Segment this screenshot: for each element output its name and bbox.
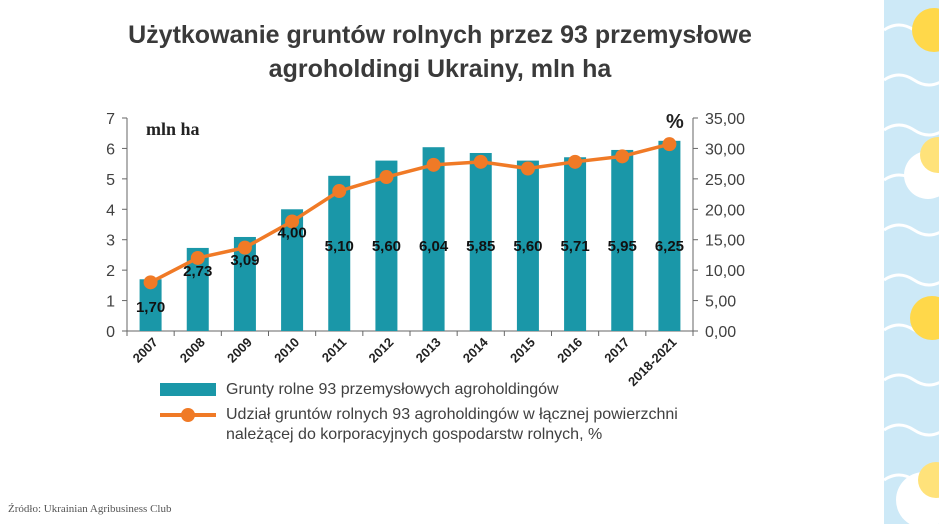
y-right-tick-label: 35,00 [705, 111, 745, 128]
bar [233, 236, 256, 331]
x-tick-label: 2016 [554, 335, 585, 366]
bar-value-label: 4,00 [277, 224, 306, 241]
bar [375, 160, 398, 331]
share-point [285, 214, 300, 229]
x-tick-label: 2007 [130, 335, 161, 366]
y-right-tick-label: 10,00 [705, 263, 745, 280]
share-point [379, 170, 394, 185]
share-point [615, 149, 630, 164]
bar-value-label: 1,70 [136, 299, 165, 316]
x-tick-label: 2014 [460, 334, 492, 366]
x-tick-label: 2009 [224, 335, 255, 366]
y-left-tick-label: 4 [106, 202, 115, 219]
x-tick-label: 2012 [365, 335, 396, 366]
legend: Grunty rolne 93 przemysłowych agroholdin… [160, 380, 678, 450]
legend-item-line: Udział gruntów rolnych 93 agroholdingów … [160, 405, 678, 445]
y-right-tick-label: 30,00 [705, 141, 745, 158]
bar [186, 247, 209, 331]
bar-value-label: 5,95 [608, 238, 637, 255]
source-note: Źródło: Ukrainian Agribusiness Club [8, 503, 172, 515]
y-left-tick-label: 2 [106, 263, 115, 280]
bar-value-label: 2,73 [183, 263, 212, 280]
legend-line-swatch [160, 405, 216, 423]
bar-value-label: 5,71 [560, 238, 589, 255]
y-left-tick-label: 6 [106, 141, 115, 158]
x-tick-label: 2017 [601, 335, 632, 366]
y-right-tick-label: 20,00 [705, 202, 745, 219]
bar [469, 152, 492, 331]
bar-value-label: 3,09 [230, 252, 259, 269]
bar [611, 149, 634, 331]
legend-bar-label: Grunty rolne 93 przemysłowych agroholdin… [226, 381, 559, 398]
x-tick-label: 2013 [413, 335, 444, 366]
x-tick-label: 2011 [319, 335, 350, 366]
y-right-tick-label: 15,00 [705, 233, 745, 250]
y-right-tick-label: 25,00 [705, 172, 745, 189]
bar [564, 157, 587, 331]
share-point [662, 137, 677, 152]
legend-bar-swatch [160, 383, 216, 396]
legend-item-bars: Grunty rolne 93 przemysłowych agroholdin… [160, 380, 678, 400]
chart-title: Użytkowanie gruntów rolnych przez 93 prz… [60, 18, 820, 86]
bar-value-label: 6,04 [419, 238, 449, 255]
bar [328, 175, 351, 331]
share-point [143, 275, 158, 290]
bar [516, 160, 539, 331]
sun-decoration-image [884, 0, 939, 524]
x-tick-label: 2008 [177, 335, 208, 366]
y-left-axis-label: mln ha [146, 119, 200, 139]
legend-line-label-1: Udział gruntów rolnych 93 agroholdingów … [226, 406, 678, 423]
y-left-tick-label: 5 [106, 172, 115, 189]
y-right-axis-label: % [666, 111, 684, 133]
bar [139, 279, 162, 331]
y-left-tick-label: 1 [106, 294, 115, 311]
legend-line-label: Udział gruntów rolnych 93 agroholdingów … [226, 405, 678, 445]
x-tick-label: 2015 [507, 335, 538, 366]
y-left-tick-label: 0 [106, 324, 115, 341]
share-point [190, 250, 205, 265]
y-left-tick-label: 7 [106, 111, 115, 128]
chart-title-line-1: Użytkowanie gruntów rolnych przez 93 prz… [128, 21, 752, 49]
bar-value-label: 5,10 [325, 238, 354, 255]
share-point [237, 240, 252, 255]
bar [658, 140, 681, 331]
bar-value-label: 6,25 [655, 238, 684, 255]
share-point [473, 154, 488, 169]
bar-value-label: 5,60 [372, 238, 401, 255]
y-right-tick-label: 5,00 [705, 294, 736, 311]
y-left-tick-label: 3 [106, 233, 115, 250]
bar-value-label: 5,60 [513, 238, 542, 255]
legend-line-label-2: należącej do korporacyjnych gospodarstw … [226, 426, 603, 443]
chart-title-line-2: agroholdingi Ukrainy, mln ha [268, 55, 612, 83]
share-point [332, 184, 347, 199]
bar-value-label: 5,85 [466, 238, 495, 255]
share-point [426, 157, 441, 172]
bar [422, 147, 445, 331]
bar [281, 209, 304, 331]
share-point [568, 154, 583, 169]
share-point [520, 161, 535, 176]
share-line [149, 142, 670, 284]
x-tick-label: 2010 [271, 335, 302, 366]
y-right-tick-label: 0,00 [705, 324, 736, 341]
